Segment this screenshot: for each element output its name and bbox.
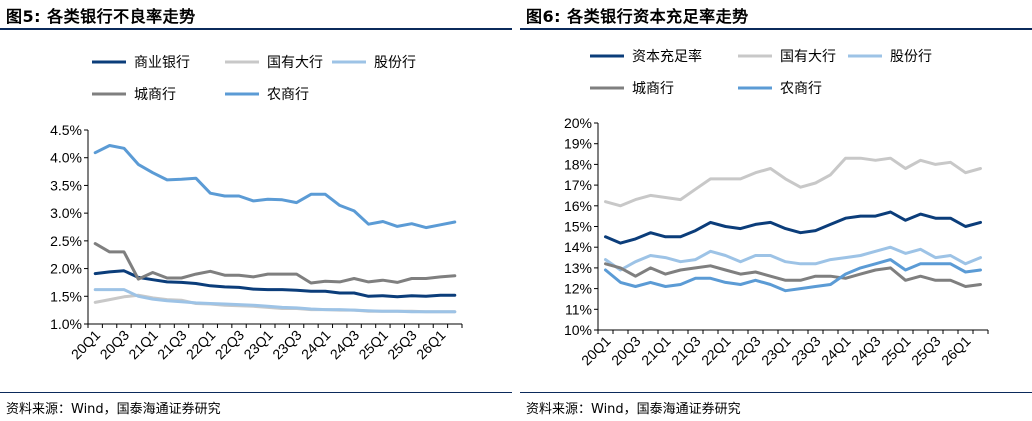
series-line <box>93 242 457 285</box>
x-tick-label: 20Q3 <box>608 333 644 369</box>
x-tick-label: 22Q3 <box>728 333 764 369</box>
x-tick-label: 23Q1 <box>240 327 276 363</box>
y-tick-label: 20% <box>564 115 592 131</box>
npl-ratio-chart: 1.0% 1.5% 2.0% 2.5% 3.0% 3.5% 4.0% 4.5% 20Q120Q3… <box>50 55 463 363</box>
x-tick-label: 21Q3 <box>154 327 190 363</box>
source-rule <box>0 392 512 393</box>
npl-ratio-figure: 图5: 各类银行不良率走势 1.0% 1.5% 2.0% 2.5% 3.0% 3.5% 4.… <box>0 0 512 421</box>
legend-label: 股份行 <box>890 49 932 65</box>
y-tick-label: 1.0% <box>50 316 82 332</box>
series-line <box>604 262 982 288</box>
figure-title: 图6: 各类银行资本充足率走势 <box>526 7 749 26</box>
x-tick-label: 25Q1 <box>355 327 391 363</box>
legend-label: 城商行 <box>134 87 176 103</box>
y-tick-label: 12% <box>564 281 592 297</box>
x-tick-label: 23Q3 <box>269 327 305 363</box>
series-line <box>93 144 457 230</box>
y-tick-label: 2.5% <box>50 233 82 249</box>
x-tick-label: 20Q1 <box>68 327 104 363</box>
series-line <box>604 245 982 272</box>
y-tick-label: 3.0% <box>50 205 82 221</box>
capital-adequacy-figure: 图6: 各类银行资本充足率走势 10% 11% 12% 13% 14% 15% 16% 17%… <box>520 0 1032 421</box>
y-tick-label: 2.0% <box>50 261 82 277</box>
x-tick-label: 22Q1 <box>698 333 734 369</box>
x-tick-label: 21Q1 <box>125 327 161 363</box>
x-tick-label: 24Q3 <box>848 333 884 369</box>
legend-label: 国有大行 <box>267 55 323 71</box>
y-tick-label: 13% <box>564 260 592 276</box>
y-tick-label: 1.5% <box>50 288 82 304</box>
y-tick-label: 11% <box>565 301 592 317</box>
title-rule <box>520 28 1032 30</box>
capital-adequacy-chart: 10% 11% 12% 13% 14% 15% 16% 17% 18% 19% 20% 20Q120Q… <box>564 48 989 369</box>
x-tick-label: 22Q1 <box>183 327 219 363</box>
x-tick-label: 26Q1 <box>938 333 974 369</box>
source-rule <box>520 392 1032 393</box>
legend-label: 商业银行 <box>134 55 190 71</box>
x-tick-label: 20Q3 <box>97 327 133 363</box>
y-tick-label: 18% <box>564 156 592 172</box>
y-tick-label: 16% <box>564 198 592 214</box>
legend-label: 国有大行 <box>780 49 836 65</box>
y-tick-label: 3.5% <box>50 177 82 193</box>
x-tick-label: 24Q1 <box>298 327 334 363</box>
series-line <box>93 288 457 314</box>
legend-label: 农商行 <box>780 81 822 97</box>
y-tick-label: 17% <box>564 177 592 193</box>
y-tick-label: 4.0% <box>50 150 82 166</box>
y-tick-label: 14% <box>564 239 592 255</box>
x-tick-label: 26Q1 <box>413 327 449 363</box>
series-line <box>604 210 982 245</box>
series-line <box>604 258 982 293</box>
x-tick-label: 25Q1 <box>878 333 914 369</box>
x-tick-label: 25Q3 <box>908 333 944 369</box>
legend-label: 资本充足率 <box>632 48 702 65</box>
y-tick-label: 15% <box>564 219 592 235</box>
title-rule <box>0 28 512 30</box>
x-tick-label: 22Q3 <box>212 327 248 363</box>
x-tick-label: 21Q1 <box>638 333 674 369</box>
y-tick-label: 10% <box>564 322 592 338</box>
x-tick-label: 24Q3 <box>327 327 363 363</box>
source-note: 资料来源：Wind，国泰海通证券研究 <box>6 402 221 417</box>
source-note: 资料来源：Wind，国泰海通证券研究 <box>526 402 741 417</box>
y-tick-label: 19% <box>564 136 592 152</box>
x-tick-label: 24Q1 <box>818 333 854 369</box>
x-tick-label: 23Q1 <box>758 333 794 369</box>
x-tick-label: 20Q1 <box>578 333 614 369</box>
legend-label: 城商行 <box>632 81 674 97</box>
figure-title: 图5: 各类银行不良率走势 <box>6 7 196 26</box>
x-tick-label: 25Q3 <box>384 327 420 363</box>
y-tick-label: 4.5% <box>50 122 82 138</box>
series-line <box>93 269 457 299</box>
legend-label: 股份行 <box>374 55 416 71</box>
legend-label: 农商行 <box>267 87 309 103</box>
x-tick-label: 21Q3 <box>668 333 704 369</box>
series-line <box>604 156 982 208</box>
x-tick-label: 23Q3 <box>788 333 824 369</box>
